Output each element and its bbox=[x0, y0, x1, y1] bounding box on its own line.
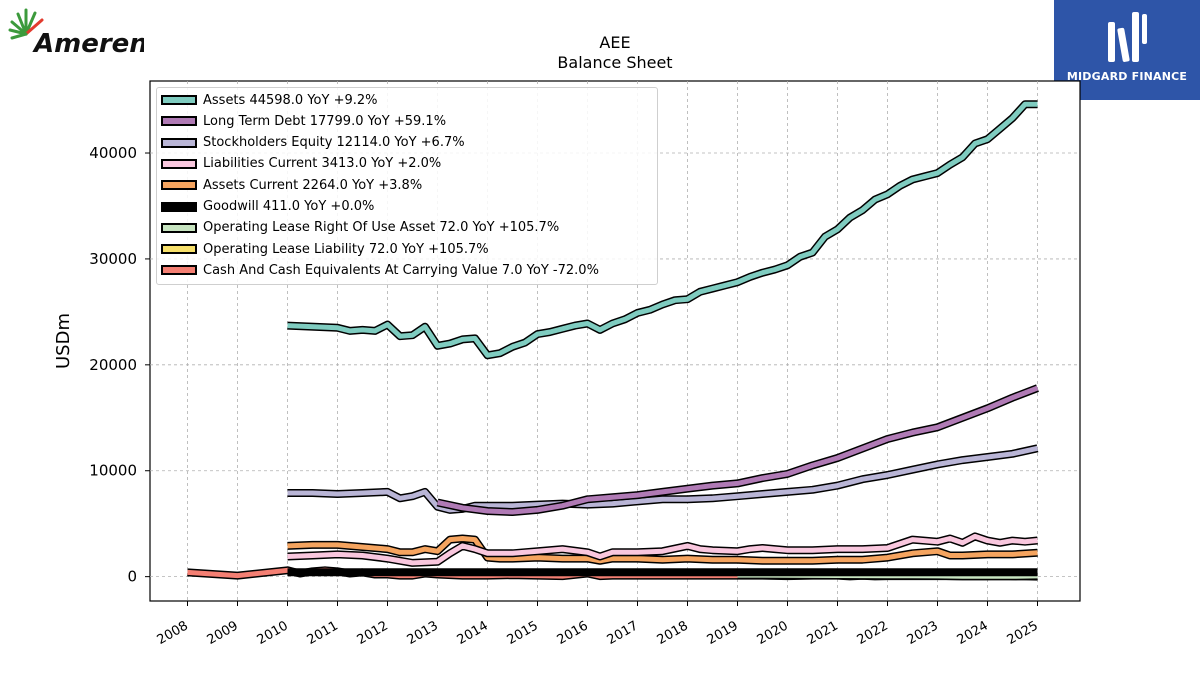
legend-swatch bbox=[161, 137, 197, 148]
y-tick-label: 20000 bbox=[89, 356, 137, 374]
chart-title-block: AEE Balance Sheet bbox=[150, 33, 1080, 73]
series-stockholders-equity bbox=[287, 444, 1039, 514]
legend-label: Operating Lease Right Of Use Asset 72.0 … bbox=[203, 220, 560, 236]
x-tick-label: 2022 bbox=[855, 618, 891, 648]
legend-label: Long Term Debt 17799.0 YoY +59.1% bbox=[203, 113, 447, 129]
series-line bbox=[287, 445, 1039, 513]
series-line bbox=[287, 101, 1038, 358]
series-liabilities-current bbox=[287, 532, 1038, 567]
legend-swatch bbox=[161, 222, 197, 233]
legend-swatch bbox=[161, 244, 197, 255]
legend-item: Goodwill 411.0 YoY +0.0% bbox=[161, 197, 374, 217]
series-line bbox=[287, 536, 1038, 564]
legend-label: Stockholders Equity 12114.0 YoY +6.7% bbox=[203, 135, 465, 151]
midgard-finance-text: MIDGARD FINANCE bbox=[1066, 70, 1188, 83]
ameren-logo: Ameren bbox=[4, 4, 148, 59]
x-tick-label: 2014 bbox=[455, 618, 491, 648]
series-long-term-debt bbox=[436, 384, 1039, 516]
legend-label: Goodwill 411.0 YoY +0.0% bbox=[203, 199, 375, 214]
x-tick-label: 2020 bbox=[755, 618, 791, 648]
legend-label: Cash And Cash Equivalents At Carrying Va… bbox=[203, 262, 599, 278]
x-tick-label: 2025 bbox=[1005, 618, 1041, 648]
midgard-emblem-icon bbox=[1108, 12, 1147, 62]
y-tick-label: 30000 bbox=[89, 250, 137, 268]
x-tick-label: 2013 bbox=[405, 618, 441, 648]
legend-swatch bbox=[161, 201, 197, 212]
x-tick-label: 2016 bbox=[555, 618, 591, 648]
x-tick-label: 2021 bbox=[805, 618, 841, 648]
x-tick-label: 2011 bbox=[305, 618, 341, 648]
x-tick-label: 2017 bbox=[605, 618, 641, 648]
chart-subtitle: Balance Sheet bbox=[557, 53, 673, 72]
x-tick-label: 2008 bbox=[155, 618, 191, 648]
series-line bbox=[436, 385, 1039, 515]
x-tick-label: 2012 bbox=[355, 618, 391, 648]
legend-item: Stockholders Equity 12114.0 YoY +6.7% bbox=[161, 133, 465, 153]
ameren-wordmark: Ameren bbox=[32, 29, 144, 58]
x-tick-label: 2009 bbox=[205, 618, 241, 648]
legend-swatch bbox=[161, 180, 197, 191]
legend-swatch bbox=[161, 265, 197, 276]
legend-item: Assets Current 2264.0 YoY +3.8% bbox=[161, 175, 422, 195]
chart-title: AEE bbox=[599, 33, 631, 52]
y-tick-label: 0 bbox=[127, 568, 137, 586]
y-tick-label: 10000 bbox=[89, 462, 137, 480]
legend-swatch bbox=[161, 158, 197, 169]
y-tick-label: 40000 bbox=[89, 144, 137, 162]
legend-item: Liabilities Current 3413.0 YoY +2.0% bbox=[161, 154, 441, 174]
legend-item: Operating Lease Liability 72.0 YoY +105.… bbox=[161, 239, 489, 259]
legend-swatch bbox=[161, 116, 197, 127]
legend-item: Operating Lease Right Of Use Asset 72.0 … bbox=[161, 218, 559, 238]
series-assets-current bbox=[287, 534, 1038, 565]
x-tick-label: 2015 bbox=[505, 618, 541, 648]
y-axis-label: USDm bbox=[53, 313, 74, 369]
legend-label: Liabilities Current 3413.0 YoY +2.0% bbox=[203, 156, 442, 172]
legend-item: Long Term Debt 17799.0 YoY +59.1% bbox=[161, 111, 446, 131]
series-lines bbox=[187, 100, 1039, 581]
x-tick-label: 2023 bbox=[905, 618, 941, 648]
legend-item: Assets 44598.0 YoY +9.2% bbox=[161, 90, 378, 110]
ameren-sunburst-icon bbox=[8, 8, 44, 40]
chart-legend: Assets 44598.0 YoY +9.2% Long Term Debt 1… bbox=[156, 87, 658, 285]
legend-item: Cash And Cash Equivalents At Carrying Va… bbox=[161, 260, 599, 280]
x-tick-label: 2018 bbox=[655, 618, 691, 648]
legend-label: Assets 44598.0 YoY +9.2% bbox=[203, 92, 378, 108]
x-tick-label: 2019 bbox=[705, 618, 741, 648]
x-tick-label: 2024 bbox=[955, 618, 991, 648]
x-tick-label: 2010 bbox=[255, 618, 291, 648]
legend-label: Operating Lease Liability 72.0 YoY +105.… bbox=[203, 241, 489, 257]
legend-swatch bbox=[161, 95, 197, 105]
legend-label: Assets Current 2264.0 YoY +3.8% bbox=[203, 177, 423, 193]
series-assets bbox=[287, 100, 1038, 360]
series-line bbox=[287, 533, 1038, 566]
